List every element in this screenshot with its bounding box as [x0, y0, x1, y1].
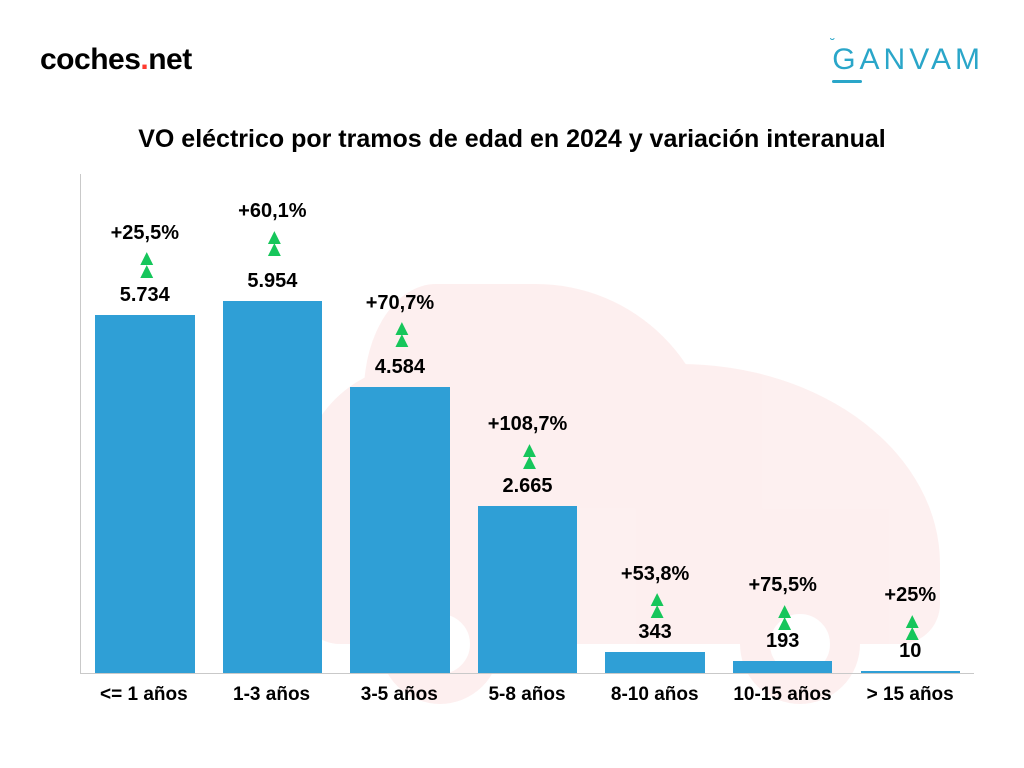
header: coches.net ˘ GANVAM — [40, 30, 984, 90]
page: coches.net ˘ GANVAM VO eléctrico por tra… — [0, 0, 1024, 768]
bar — [733, 661, 833, 673]
bar — [95, 315, 195, 673]
bar-slot: 343 ▲▲ +53,8% — [591, 174, 719, 673]
bar-value-label: 2.665 — [464, 475, 592, 498]
bar — [605, 652, 705, 673]
x-axis-label: 8-10 años — [591, 684, 719, 706]
x-axis: <= 1 años1-3 años3-5 años5-8 años8-10 añ… — [80, 684, 974, 706]
logo-ganvam: ˘ GANVAM — [832, 43, 984, 77]
bar-slot: 5.954 ▲▲ +60,1% — [209, 174, 337, 673]
arrow-up-icon: ▲▲ — [464, 444, 592, 468]
bar-slot: 193▲▲+75,5% — [719, 174, 847, 673]
arrow-up-icon: ▲▲ — [209, 231, 337, 255]
pct-change-label: +53,8% — [591, 563, 719, 586]
arrow-up-icon: ▲▲ — [336, 322, 464, 346]
x-axis-label: 3-5 años — [335, 684, 463, 706]
bar-value-label: 5.734 — [81, 284, 209, 307]
logo-ganvam-underline — [832, 80, 862, 83]
arrow-up-icon: ▲▲ — [846, 615, 974, 639]
logo-ganvam-text: GANVAM — [832, 43, 984, 76]
x-axis-label: <= 1 años — [80, 684, 208, 706]
logo-cochesnet: coches.net — [40, 43, 192, 77]
bar-slot: 4.584 ▲▲ +70,7% — [336, 174, 464, 673]
pct-change-label: +25% — [846, 584, 974, 607]
bars-container: 5.734▲▲+25,5%5.954▲▲+60,1%4.584▲▲+70,7%2… — [81, 174, 974, 673]
plot-frame: 5.734▲▲+25,5%5.954▲▲+60,1%4.584▲▲+70,7%2… — [80, 174, 974, 674]
pct-change-label: +25,5% — [81, 222, 209, 245]
pct-change-label: +70,7% — [336, 292, 464, 315]
pct-change-label: +108,7% — [464, 413, 592, 436]
pct-change-label: +60,1% — [209, 200, 337, 223]
bar — [350, 387, 450, 674]
pct-change-label: +75,5% — [719, 574, 847, 597]
bar-value-label: 5.954 — [209, 270, 337, 293]
chart-area: 5.734▲▲+25,5%5.954▲▲+60,1%4.584▲▲+70,7%2… — [40, 174, 984, 734]
bar-slot: 2.665 ▲▲ +108,7% — [464, 174, 592, 673]
bar-slot: 5.734 ▲▲ +25,5% — [81, 174, 209, 673]
chart-title: VO eléctrico por tramos de edad en 2024 … — [40, 125, 984, 154]
x-axis-label: > 15 años — [846, 684, 974, 706]
bar — [478, 506, 578, 673]
bar — [223, 301, 323, 673]
arrow-up-icon: ▲▲ — [591, 593, 719, 617]
x-axis-label: 1-3 años — [208, 684, 336, 706]
bar-value-label: 343 — [591, 621, 719, 644]
x-axis-label: 10-15 años — [719, 684, 847, 706]
logo-cochesnet-part1: coches — [40, 43, 140, 76]
bar-value-label: 4.584 — [336, 356, 464, 379]
bar — [861, 671, 961, 673]
logo-cochesnet-part3: net — [148, 43, 192, 76]
logo-ganvam-diacritic: ˘ — [830, 35, 835, 51]
arrow-up-icon: ▲▲ — [81, 252, 209, 276]
arrow-up-icon: ▲▲ — [719, 605, 847, 629]
x-axis-label: 5-8 años — [463, 684, 591, 706]
bar-slot: 10▲▲+25% — [846, 174, 974, 673]
